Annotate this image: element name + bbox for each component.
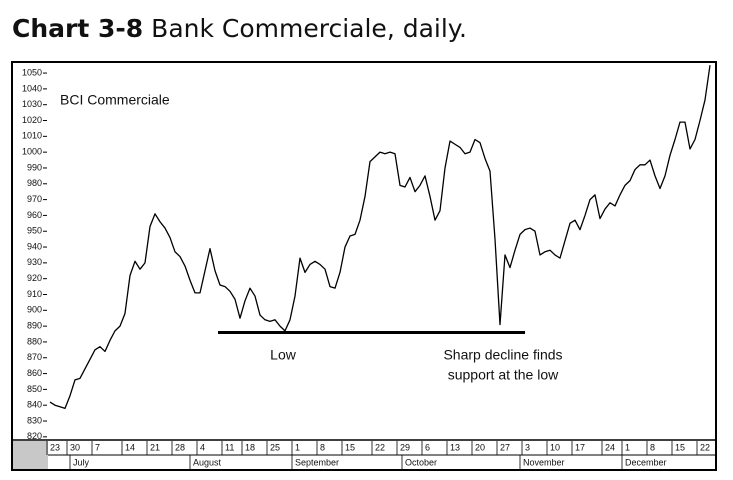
x-tick-label: 30: [70, 442, 80, 452]
y-tick-label: 1030: [22, 99, 42, 109]
price-line: [49, 65, 711, 410]
x-tick-label: 7: [95, 442, 100, 452]
x-tick-label: 11: [225, 442, 234, 452]
corner-box: [13, 441, 48, 469]
x-tick-label: 3: [525, 442, 530, 452]
x-tick-label: 23: [50, 442, 60, 452]
chart-title: Chart 3-8 Bank Commerciale, daily.: [12, 14, 467, 43]
x-tick-label: 1: [625, 442, 630, 452]
x-tick-label: 10: [550, 442, 560, 452]
x-tick-label: 28: [175, 442, 185, 452]
x-tick-label: 25: [270, 442, 280, 452]
y-tick-label: 940: [27, 241, 42, 251]
series-label: BCI Commerciale: [60, 92, 170, 108]
y-tick-label: 1040: [22, 83, 42, 93]
y-tick-label: 880: [27, 336, 42, 346]
month-label: September: [295, 457, 339, 467]
y-tick-label: 830: [27, 415, 42, 425]
y-tick-label: 820: [27, 431, 42, 441]
y-tick-label: 1050: [22, 67, 42, 77]
x-tick-label: 22: [375, 442, 385, 452]
month-label: July: [73, 457, 90, 467]
x-tick-label: 6: [425, 442, 430, 452]
x-tick-label: 15: [675, 442, 685, 452]
month-label: December: [625, 457, 667, 467]
y-tick-label: 890: [27, 321, 42, 331]
y-tick-label: 930: [27, 257, 42, 267]
y-tick-label: 850: [27, 384, 42, 394]
title-text: Bank Commerciale, daily.: [151, 14, 467, 43]
y-tick-label: 1000: [22, 147, 42, 157]
x-tick-label: 29: [400, 442, 410, 452]
x-tick-label: 24: [605, 442, 615, 452]
x-tick-label: 8: [320, 442, 325, 452]
y-tick-label: 980: [27, 178, 42, 188]
chart-frame: [11, 61, 717, 471]
month-label: November: [523, 457, 565, 467]
y-tick-label: 920: [27, 273, 42, 283]
y-tick-label: 990: [27, 162, 42, 172]
x-tick-label: 4: [200, 442, 205, 452]
x-tick-label: 13: [450, 442, 460, 452]
annotation: Low: [270, 347, 297, 363]
y-tick-label: 960: [27, 210, 42, 220]
y-tick-label: 1010: [22, 131, 42, 141]
x-tick-label: 1: [295, 442, 300, 452]
y-tick-label: 910: [27, 289, 42, 299]
x-tick-label: 17: [575, 442, 585, 452]
x-tick-label: 20: [475, 442, 485, 452]
y-tick-label: 970: [27, 194, 42, 204]
y-tick-label: 870: [27, 352, 42, 362]
x-tick-label: 22: [700, 442, 710, 452]
x-tick-label: 18: [245, 442, 255, 452]
month-label: October: [405, 457, 437, 467]
annotation: support at the low: [448, 367, 559, 383]
month-label: August: [193, 457, 222, 467]
x-tick-label: 8: [650, 442, 655, 452]
y-tick-label: 840: [27, 400, 42, 410]
title-label: Chart 3-8: [12, 14, 143, 43]
annotation: Sharp decline finds: [443, 347, 562, 363]
x-tick-label: 15: [345, 442, 355, 452]
x-tick-label: 21: [150, 442, 160, 452]
y-tick-label: 860: [27, 368, 42, 378]
x-tick-label: 27: [500, 442, 510, 452]
x-tick-label: 14: [125, 442, 135, 452]
y-tick-label: 900: [27, 305, 42, 315]
y-tick-label: 1020: [22, 115, 42, 125]
y-tick-label: 950: [27, 226, 42, 236]
